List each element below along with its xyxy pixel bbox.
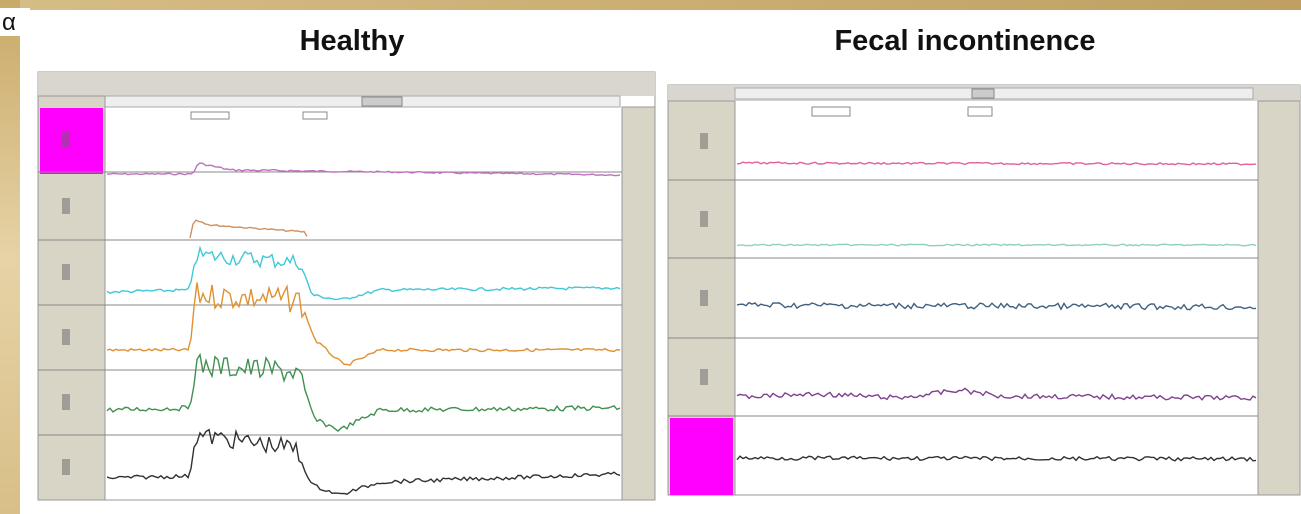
scale-column [1258,101,1300,495]
channel-glyph [700,369,708,385]
channel-label-selected[interactable] [670,418,733,495]
figure-label: α [2,9,16,36]
window [668,85,1300,495]
channel-glyph [700,133,708,149]
channel-glyph [700,211,708,227]
marker [812,107,850,116]
scale-column [622,107,655,500]
panel-title: Healthy [300,25,405,57]
marker [968,107,992,116]
scroll-thumb[interactable] [362,97,402,106]
panel-title: Fecal incontinence [834,25,1095,57]
toolbar[interactable] [38,72,655,96]
channel-glyph [62,132,70,148]
page: α Healthy Fecal incontinence (() => { co… [0,0,1301,514]
channel-glyph [62,198,70,214]
marker [303,112,327,119]
window [38,72,655,500]
channel-glyph [62,264,70,280]
channel-glyph [62,394,70,410]
screenshot: α Healthy Fecal incontinence [0,0,1301,514]
marker [191,112,229,119]
channel-glyph [700,290,708,306]
incontinence-trace-window [668,85,1300,495]
healthy-trace-window [38,72,655,500]
channel-glyph [62,329,70,345]
left-frame [0,0,20,514]
scroll-thumb[interactable] [972,89,994,98]
channel-label-selected[interactable] [40,108,103,174]
top-frame [0,0,1301,10]
channel-glyph [62,459,70,475]
